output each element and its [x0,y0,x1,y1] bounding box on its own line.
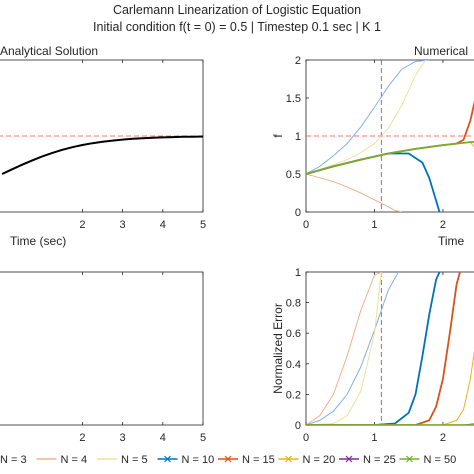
legend-entry: N = 10 [157,454,215,466]
plot-area [306,272,474,425]
legend-entry: N = 5 [97,454,148,466]
panels: 2 3 4 5 Analytical Solution Time (sec) 0 1 2 0 0.5… [0,44,474,444]
y-tick-label: 0 [295,207,301,219]
y-axis-label: f [271,134,285,138]
legend-label: N = 15 [242,454,275,466]
series-line-N15 [306,100,474,175]
legend-label: N = 3 [0,454,27,466]
x-tick-label: 2 [440,432,446,444]
axes-box [305,271,474,426]
plot-area [306,60,474,212]
legend-marker-x [345,455,353,463]
legend-entry: N = 3 [0,454,27,466]
legend-marker-x [164,455,171,463]
legend-entry: N = 4 [36,454,88,466]
legend-label: N = 4 [61,454,88,466]
series-line-analytical [1,135,203,175]
figure-title: Carlemann Linearization of Logistic Equa… [112,3,362,17]
x-tick-label: 0 [303,219,309,231]
legend-label: N = 10 [182,454,215,466]
x-tick-label: 5 [200,432,206,444]
legend-label: N = 50 [424,454,457,466]
plot-area [0,135,203,175]
x-tick-label: 1 [371,432,377,444]
series-line-N4 [306,272,382,425]
y-tick-label: 0 [295,420,301,432]
series-line-N10 [306,152,441,212]
x-tick-label: 1 [371,219,377,231]
panel-bottom-left: 2 3 4 5 [0,271,206,444]
series-line-N3 [306,60,430,175]
x-tick-label: 5 [200,219,206,231]
axes-box [0,271,204,426]
y-axis-label: Normalized Error [271,303,285,394]
figure-subtitle: Initial condition f(t = 0) = 0.5 | Times… [93,20,381,34]
y-tick-label: 0.5 [286,169,301,181]
legend-label: N = 5 [121,454,148,466]
x-tick-label: 3 [120,219,126,231]
panel-title: Analytical Solution [0,44,98,58]
series-line-N20 [306,351,474,425]
legend-marker-x [224,455,232,463]
series-line-N5 [306,60,427,175]
x-tick-label: 2 [79,219,85,231]
x-axis-label: Time [438,234,465,248]
series-line-N3 [306,272,399,425]
panel-title: Numerical [414,44,468,58]
panel-top-right: 0 1 2 0 0.5 1 1.5 2 Numerical Time f [271,44,474,248]
legend-entry: N = 25 [339,454,396,466]
y-tick-label: 1 [295,131,301,143]
x-tick-label: 2 [440,219,446,231]
series-line-N10 [306,272,441,425]
legend-label: N = 20 [303,454,336,466]
x-tick-label: 4 [160,219,166,231]
legend-label: N = 25 [363,454,396,466]
y-tick-label: 0.8 [286,298,301,310]
legend-entry: N = 15 [218,454,275,466]
y-tick-label: 2 [295,55,301,67]
y-tick-label: 0.4 [286,359,301,371]
y-tick-label: 0.2 [286,389,301,401]
x-tick-label: 0 [303,432,309,444]
x-tick-label: 4 [160,432,166,444]
legend-marker-x [285,455,292,463]
legend-entry: N = 20 [278,454,336,466]
x-tick-label: 3 [120,432,126,444]
series-line-N4 [306,173,402,212]
legend-marker-x [406,455,413,463]
y-tick-label: 1 [295,267,301,279]
legend-entry: N = 50 [399,454,457,466]
series-line-N50 [306,140,474,175]
y-tick-label: 0.6 [286,328,301,340]
series-line-N5 [306,272,382,425]
x-axis-label: Time (sec) [10,234,66,248]
panel-bottom-right: 0 1 2 0 0.2 0.4 0.6 0.8 1 Normalized Error [271,267,474,444]
x-tick-label: 2 [79,432,85,444]
panel-top-left: 2 3 4 5 Analytical Solution Time (sec) [0,44,206,248]
series-line-N15 [306,272,461,425]
y-tick-label: 1.5 [286,93,301,105]
legend: N = 3 N = 4 N = 5 N = 10 N = 15 N = 20 N = 25 N… [0,454,456,466]
